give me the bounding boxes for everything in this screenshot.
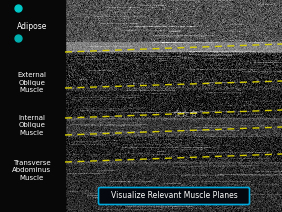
- Text: Visualize Relevant Muscle Planes: Visualize Relevant Muscle Planes: [111, 191, 237, 201]
- Text: Adipose: Adipose: [17, 22, 47, 31]
- FancyBboxPatch shape: [98, 187, 250, 205]
- Text: Internal
Oblique
Muscle: Internal Oblique Muscle: [19, 115, 45, 136]
- Bar: [0, 0, 65, 212]
- Text: External
Oblique
Muscle: External Oblique Muscle: [17, 72, 47, 93]
- Text: Transverse
Abdominus
Muscle: Transverse Abdominus Muscle: [12, 160, 52, 181]
- Text: ☆☆☆: ☆☆☆: [172, 109, 198, 119]
